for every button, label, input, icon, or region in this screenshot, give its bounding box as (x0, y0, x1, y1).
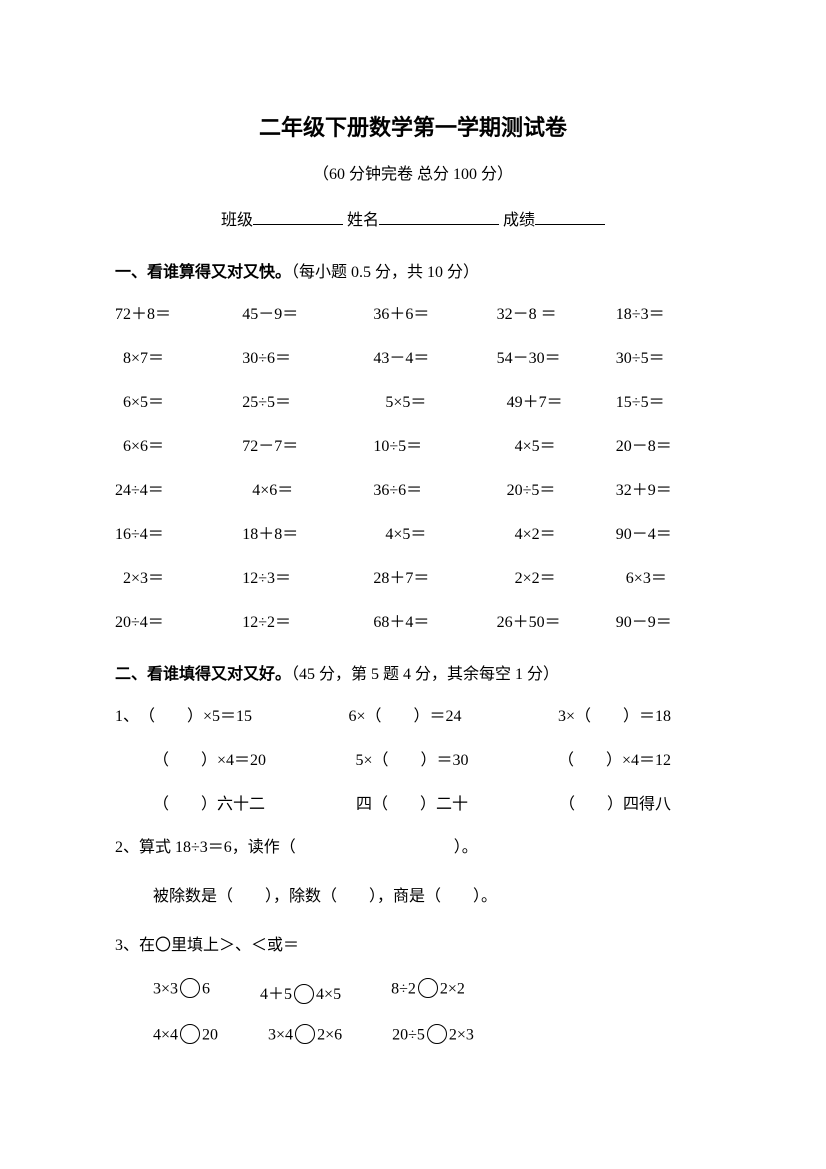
q1-prefix: 1、（ ）×5＝15 (115, 702, 252, 726)
q3-title: 3、在〇里填上＞、＜或＝ (115, 932, 711, 961)
circle-blank[interactable] (295, 1024, 315, 1044)
calc-cell: 90－9＝ (592, 608, 711, 632)
cmp-item: 20÷52×3 (392, 1026, 474, 1046)
q1-row3: （ ）六十二 四（ ）二十 （ ）四得八 (115, 790, 711, 814)
calc-cell: 72－7＝ (234, 432, 353, 456)
circle-blank[interactable] (418, 978, 438, 998)
section2-title: 二、看谁填得又对又好。（45 分，第 5 题 4 分，其余每空 1 分） (115, 660, 711, 684)
calc-cell: 8×7＝ (115, 344, 234, 368)
score-blank[interactable] (535, 207, 605, 225)
calc-cell: 30÷6＝ (234, 344, 353, 368)
section1-title: 一、看谁算得又对又快。（每小题 0.5 分，共 10 分） (115, 258, 711, 282)
q1-item: （ ）×4＝12 (558, 746, 671, 770)
q1-item: （ ）×4＝20 (153, 746, 266, 770)
calc-cell: 36＋6＝ (353, 300, 472, 324)
calc-cell: 18÷3＝ (592, 300, 711, 324)
calc-cell: 45－9＝ (234, 300, 353, 324)
q3-row2: 4×420 3×42×6 20÷52×3 (115, 1026, 711, 1046)
calc-cell: 6×5＝ (115, 388, 234, 412)
calc-cell: 18＋8＝ (234, 520, 353, 544)
section2-title-rest: （45 分，第 5 题 4 分，其余每空 1 分） (291, 666, 559, 683)
calc-cell: 6×6＝ (115, 432, 234, 456)
q2-line1-prefix: 2、算式 18÷3＝6，读作（ (115, 839, 296, 856)
q1-row2: （ ）×4＝20 5×（ ）＝30 （ ）×4＝12 (115, 746, 711, 770)
cmp-item: 4×420 (153, 1026, 218, 1046)
calc-cell: 68＋4＝ (353, 608, 472, 632)
calc-cell: 12÷3＝ (234, 564, 353, 588)
q3-row1: 3×36 4＋54×5 8÷22×2 (115, 980, 711, 1005)
q1-item: 四（ ）二十 (356, 790, 468, 814)
calc-cell: 30÷5＝ (592, 344, 711, 368)
info-line: 班级 姓名 成绩 (115, 206, 711, 230)
calc-cell: 28＋7＝ (353, 564, 472, 588)
q1-item: （ ）六十二 (153, 790, 265, 814)
calc-cell: 32＋9＝ (592, 476, 711, 500)
section2-title-bold: 二、看谁填得又对又好。 (115, 666, 291, 683)
calc-cell: 15÷5＝ (592, 388, 711, 412)
q2-line2: 被除数是（ ），除数（ ），商是（ ）。 (115, 883, 711, 912)
calc-cell: 4×5＝ (353, 520, 472, 544)
class-blank[interactable] (253, 207, 343, 225)
calc-cell: 36÷6＝ (353, 476, 472, 500)
cmp-item: 3×36 (153, 980, 210, 1005)
calc-cell: 43－4＝ (353, 344, 472, 368)
calc-cell: 4×2＝ (473, 520, 592, 544)
name-blank[interactable] (379, 207, 499, 225)
page-subtitle: （60 分钟完卷 总分 100 分） (115, 160, 711, 184)
calc-cell: 12÷2＝ (234, 608, 353, 632)
calc-cell: 72＋8＝ (115, 300, 234, 324)
q2-line1-suffix: ）。 (454, 839, 478, 856)
cmp-item: 8÷22×2 (391, 980, 465, 1005)
calc-cell: 26＋50＝ (473, 608, 592, 632)
calc-cell: 2×3＝ (115, 564, 234, 588)
circle-blank[interactable] (294, 984, 314, 1004)
circle-blank[interactable] (180, 978, 200, 998)
calc-cell: 4×5＝ (473, 432, 592, 456)
calc-cell: 10÷5＝ (353, 432, 472, 456)
calc-cell: 25÷5＝ (234, 388, 353, 412)
cmp-item: 3×42×6 (268, 1026, 342, 1046)
calc-cell: 90－4＝ (592, 520, 711, 544)
calc-cell: 20÷5＝ (473, 476, 592, 500)
calc-cell: 54－30＝ (473, 344, 592, 368)
calc-cell: 49＋7＝ (473, 388, 592, 412)
q2-line1: 2、算式 18÷3＝6，读作（ ）。 (115, 834, 711, 863)
calc-cell: 20÷4＝ (115, 608, 234, 632)
calc-cell: 20－8＝ (592, 432, 711, 456)
calc-cell: 16÷4＝ (115, 520, 234, 544)
q1-item: （ ）四得八 (559, 790, 671, 814)
calc-cell: 4×6＝ (234, 476, 353, 500)
q1-item: 3×（ ）＝18 (558, 702, 671, 726)
score-label: 成绩 (503, 212, 535, 229)
calc-cell: 5×5＝ (353, 388, 472, 412)
q1-item: 5×（ ）＝30 (355, 746, 468, 770)
calc-cell: 6×3＝ (592, 564, 711, 588)
calc-cell: 2×2＝ (473, 564, 592, 588)
circle-blank[interactable] (180, 1024, 200, 1044)
q1-item: （ ）×5＝15 (139, 702, 252, 726)
section1-title-bold: 一、看谁算得又对又快。 (115, 264, 291, 281)
name-label: 姓名 (347, 212, 379, 229)
section1-title-rest: （每小题 0.5 分，共 10 分） (291, 264, 479, 281)
class-label: 班级 (221, 212, 253, 229)
calc-grid: 72＋8＝ 45－9＝ 36＋6＝ 32－8 ＝ 18÷3＝ 8×7＝ 30÷6… (115, 300, 711, 632)
calc-cell: 32－8 ＝ (473, 300, 592, 324)
q1-row1: 1、（ ）×5＝15 6×（ ）＝24 3×（ ）＝18 (115, 702, 711, 726)
calc-cell: 24÷4＝ (115, 476, 234, 500)
circle-blank[interactable] (427, 1024, 447, 1044)
cmp-item: 4＋54×5 (260, 980, 341, 1005)
page-title: 二年级下册数学第一学期测试卷 (115, 110, 711, 142)
q1-item: 6×（ ）＝24 (348, 702, 461, 726)
